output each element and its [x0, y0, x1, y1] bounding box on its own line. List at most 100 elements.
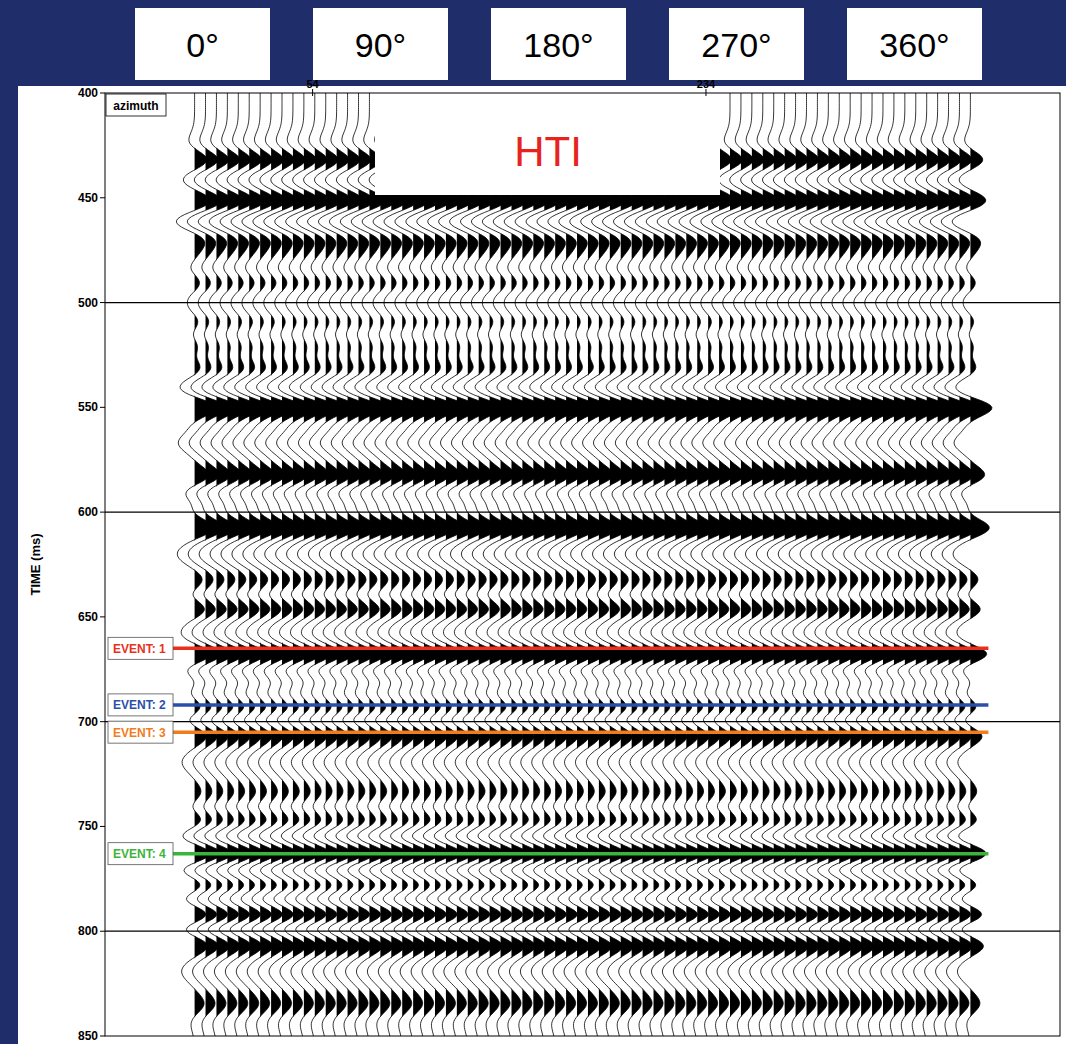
trace-fill — [752, 93, 774, 1036]
trace-wiggle — [679, 93, 719, 1036]
y-tick-label: 700 — [78, 715, 98, 729]
trace-wiggle — [537, 93, 577, 1036]
x-tick-label: 54 — [306, 78, 319, 90]
trace-fill — [959, 93, 981, 1036]
grid-line — [105, 721, 1060, 722]
event-label-box — [108, 637, 173, 659]
trace-fill — [501, 93, 522, 1036]
event-line — [165, 703, 989, 707]
trace-fill — [872, 93, 893, 1036]
event-label: EVENT: 4 — [113, 847, 166, 861]
y-tick — [100, 826, 105, 827]
trace-wiggle — [515, 93, 555, 1036]
y-tick — [100, 931, 105, 932]
event-label: EVENT: 2 — [113, 698, 166, 712]
event-label: EVENT: 1 — [113, 642, 166, 656]
trace-wiggle — [428, 93, 468, 1036]
y-tick — [100, 512, 105, 513]
events — [165, 648, 989, 853]
trace-fill — [490, 93, 512, 1036]
trace-wiggle — [351, 93, 391, 1036]
trace-wiggle — [887, 93, 927, 1036]
trace-wiggle — [526, 93, 566, 1036]
trace-wiggle — [919, 93, 959, 1036]
grid-line — [105, 302, 1060, 303]
grid-line — [105, 931, 1060, 932]
trace-fill — [435, 93, 456, 1036]
x-tick-label: 234 — [697, 78, 716, 90]
trace-wiggle — [865, 93, 905, 1036]
trace-fill — [697, 93, 719, 1036]
trace-fill — [807, 93, 828, 1036]
y-tick — [100, 1036, 105, 1037]
trace-fill — [654, 93, 676, 1036]
y-tick — [100, 721, 105, 722]
event-line — [165, 647, 989, 651]
trace-wiggle — [340, 93, 380, 1036]
trace-fill — [544, 93, 565, 1036]
header-label: 270° — [701, 26, 771, 64]
trace-fill — [369, 93, 390, 1036]
trace-fill — [227, 93, 248, 1036]
trace-wiggle — [242, 93, 282, 1036]
y-tick-label: 800 — [78, 924, 98, 938]
header-box — [669, 8, 804, 80]
plot-frame — [105, 93, 1060, 1036]
trace-fill — [391, 93, 413, 1036]
trace-fill — [446, 93, 467, 1036]
trace-wiggle — [471, 93, 511, 1036]
trace-wiggle — [592, 93, 632, 1036]
trace-wiggle — [777, 93, 817, 1036]
trace-fill — [686, 93, 708, 1036]
trace-wiggle — [581, 93, 621, 1036]
trace-wiggle — [788, 93, 828, 1036]
trace-fill — [206, 93, 227, 1036]
header-label: 180° — [523, 26, 593, 64]
trace-fill — [479, 93, 500, 1036]
trace-wiggle — [799, 93, 839, 1036]
background — [0, 0, 1066, 1044]
trace-wiggle — [461, 93, 501, 1036]
trace-fill — [938, 93, 959, 1036]
trace-fill — [828, 93, 850, 1036]
trace-fill — [719, 93, 741, 1036]
trace-fill — [621, 93, 643, 1036]
x-tick — [312, 89, 313, 96]
event-label-box — [108, 843, 173, 865]
trace-fill — [511, 93, 532, 1036]
trace-wiggle — [362, 93, 402, 1036]
y-tick — [100, 407, 105, 408]
y-tick — [100, 93, 105, 94]
trace-fill — [402, 93, 423, 1036]
trace-wiggle — [176, 93, 216, 1036]
trace-wiggle — [614, 93, 654, 1036]
trace-fill — [337, 93, 358, 1036]
trace-fill — [195, 93, 216, 1036]
trace-wiggle — [395, 93, 435, 1036]
y-tick — [100, 197, 105, 198]
trace-wiggle — [832, 93, 872, 1036]
trace-wiggle — [384, 93, 424, 1036]
trace-fill — [304, 93, 325, 1036]
trace-fill — [927, 93, 949, 1036]
y-tick-label: 650 — [78, 610, 98, 624]
trace-fill — [599, 93, 620, 1036]
trace-wiggle — [712, 93, 752, 1036]
trace-fill — [293, 93, 314, 1036]
trace-wiggle — [275, 93, 315, 1036]
trace-fill — [774, 93, 795, 1036]
traces — [176, 93, 991, 1036]
trace-wiggle — [493, 93, 533, 1036]
trace-wiggle — [810, 93, 850, 1036]
trace-fill — [785, 93, 806, 1036]
trace-fill — [380, 93, 402, 1036]
trace-wiggle — [406, 93, 446, 1036]
y-tick-label: 600 — [78, 505, 98, 519]
header-label: 360° — [879, 26, 949, 64]
annotation: HTI — [514, 128, 582, 175]
trace-fill — [796, 93, 818, 1036]
event-line — [165, 852, 989, 856]
trace-fill — [260, 93, 281, 1036]
trace-fill — [916, 93, 937, 1036]
trace-fill — [675, 93, 696, 1036]
